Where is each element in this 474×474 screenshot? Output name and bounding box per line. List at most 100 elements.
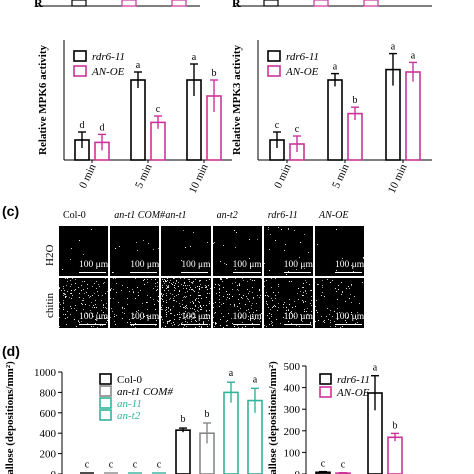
y-axis-label: allose (depositions/mm²) <box>4 361 16 474</box>
micrograph-cell: 100 μm <box>263 278 313 328</box>
scale-bar-label: 100 μm <box>79 312 109 322</box>
legend-label: Col-0 <box>117 374 143 386</box>
scale-bar-label: 100 μm <box>130 260 160 270</box>
panel-label-c: (c) <box>2 203 20 219</box>
legend-label: rdr6-11 <box>92 51 125 63</box>
y-axis-label: Relative MPK3 activity <box>231 45 243 155</box>
scale-bar-label: 100 μm <box>79 260 109 270</box>
scale-bar <box>181 272 209 273</box>
column-header: an-t2 <box>216 210 238 221</box>
micrograph-cell: 100 μm <box>59 278 109 328</box>
scale-bar-label: 100 μm <box>181 312 211 322</box>
cut-bar-fragment <box>71 0 87 7</box>
y-tick-label: 800 <box>40 387 57 399</box>
micrograph-cell: 100 μm <box>59 226 109 276</box>
micrograph-cell: 100 μm <box>161 226 211 276</box>
bar <box>223 391 239 474</box>
scale-bar <box>283 272 311 273</box>
significance-letter: b <box>181 414 186 425</box>
panel-label-d: (d) <box>2 343 20 359</box>
significance-letter: a <box>136 60 141 71</box>
significance-letter: c <box>109 459 114 470</box>
scale-bar <box>335 272 362 273</box>
bar <box>405 71 421 161</box>
top-left-ylabel-fragment: R <box>34 0 43 10</box>
cut-bar-fragment <box>171 0 187 7</box>
scale-bar-label: 100 μm <box>130 312 160 322</box>
x-tick-label: 10 min <box>386 162 410 195</box>
x-tick-label: 5 min <box>330 162 352 191</box>
cut-bar-fragment <box>313 0 329 7</box>
significance-letter: c <box>133 459 138 470</box>
scale-bar <box>232 324 260 325</box>
y-axis-label: Relative MPK6 activity <box>37 45 49 155</box>
significance-letter: b <box>353 95 358 106</box>
significance-letter: a <box>373 363 378 374</box>
scale-bar-label: 100 μm <box>232 260 262 270</box>
micrograph-cell: 100 μm <box>110 226 160 276</box>
micrograph-cell: 100 μm <box>161 278 211 328</box>
significance-letter: d <box>80 120 85 131</box>
legend-label: AN-OE <box>285 66 319 78</box>
column-header: Col-0 <box>63 210 86 221</box>
y-tick-label: 0 <box>51 469 57 474</box>
legend-label: an-11 <box>117 398 142 410</box>
column-header: an-t1 <box>165 210 187 221</box>
legend-label: an-t1 COM# <box>117 386 173 398</box>
scale-bar-label: 100 μm <box>283 260 313 270</box>
top-right-ylabel-fragment: R <box>232 0 241 10</box>
legend-swatch <box>73 65 87 77</box>
significance-letter: a <box>192 52 197 63</box>
scale-bar-label: 100 μm <box>181 260 211 270</box>
y-axis-label: allose (depositions/mm²) <box>267 361 279 474</box>
y-tick-label: 600 <box>40 408 57 420</box>
significance-letter: b <box>212 68 217 79</box>
y-tick-label: 100 <box>284 447 301 459</box>
bar <box>327 79 343 161</box>
significance-letter: c <box>85 459 90 470</box>
y-tick-label: 0 <box>295 469 301 474</box>
significance-letter: a <box>229 368 234 379</box>
legend-swatch <box>99 373 112 385</box>
legend-label: AN-OE <box>91 66 125 78</box>
scale-bar <box>79 324 106 325</box>
legend-label: rdr6-11 <box>337 374 370 386</box>
legend-swatch <box>267 50 281 62</box>
cut-bar-fragment <box>263 0 279 7</box>
cut-bar-fragment <box>121 0 137 7</box>
y-tick-label: 1000 <box>34 367 57 379</box>
significance-letter: a <box>411 50 416 61</box>
micrograph-cell: 100 μm <box>315 226 365 276</box>
legend-swatch <box>319 373 332 385</box>
bar <box>175 429 191 474</box>
bar <box>347 112 363 161</box>
legend-label: rdr6-11 <box>286 51 319 63</box>
scale-bar <box>283 324 311 325</box>
x-tick-label: 0 min <box>77 162 99 191</box>
column-header: an-t1 COM# <box>114 210 166 221</box>
legend-swatch <box>99 409 112 421</box>
scale-bar <box>79 272 106 273</box>
bar <box>130 79 146 161</box>
y-tick-label: 500 <box>284 361 301 373</box>
significance-letter: a <box>333 62 338 73</box>
legend-swatch <box>319 386 332 398</box>
micrograph-cell: 100 μm <box>263 226 313 276</box>
legend-swatch <box>267 65 281 77</box>
significance-letter: c <box>321 459 326 470</box>
micrograph-cell: 100 μm <box>110 278 160 328</box>
significance-letter: c <box>157 459 162 470</box>
significance-letter: c <box>341 460 346 471</box>
significance-letter: d <box>100 122 105 133</box>
significance-letter: b <box>205 409 210 420</box>
scale-bar-label: 100 μm <box>335 312 365 322</box>
y-tick-label: 200 <box>40 449 57 461</box>
y-tick-label: 400 <box>284 383 301 395</box>
scale-bar <box>130 324 158 325</box>
y-tick-label: 400 <box>40 428 57 440</box>
legend-swatch <box>73 50 87 62</box>
significance-letter: a <box>391 42 396 53</box>
scale-bar-label: 100 μm <box>232 312 262 322</box>
micrograph-cell: 100 μm <box>212 278 262 328</box>
